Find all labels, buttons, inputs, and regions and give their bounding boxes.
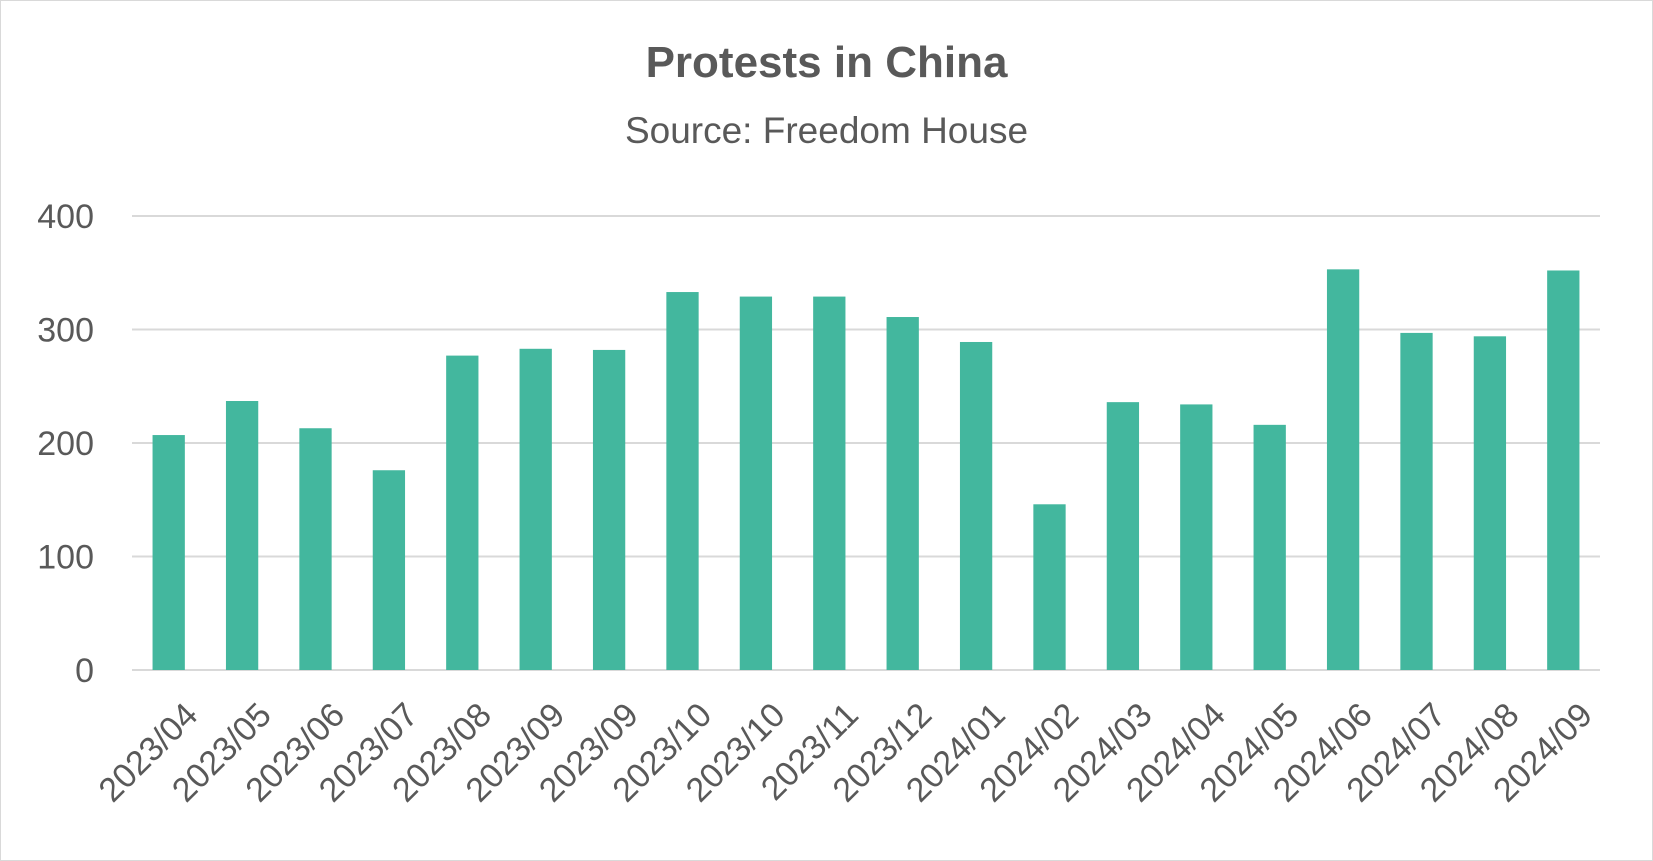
bar (1400, 332, 1433, 670)
bar (1473, 336, 1507, 670)
bar (1253, 424, 1286, 670)
y-tick-label: 200 (37, 425, 94, 463)
bar (372, 470, 406, 670)
chart-subtitle: Source: Freedom House (624, 110, 1029, 151)
bar (225, 401, 259, 670)
bar (299, 428, 332, 670)
y-tick-label: 400 (37, 198, 94, 236)
bar (1326, 269, 1360, 670)
bar (446, 355, 479, 670)
bar (1033, 504, 1066, 670)
y-tick-label: 0 (75, 652, 94, 690)
bar (1106, 402, 1140, 670)
bar (1180, 404, 1213, 670)
bar (739, 296, 773, 670)
bar (886, 317, 919, 670)
bar (813, 296, 846, 670)
bar (519, 348, 552, 670)
bar (959, 341, 993, 670)
chart-title: Protests in China (645, 38, 1008, 87)
bar (152, 435, 185, 670)
y-tick-label: 300 (37, 312, 94, 350)
bar (592, 349, 626, 670)
y-tick-label: 100 (37, 539, 94, 577)
bar (1547, 270, 1580, 670)
bar (666, 292, 699, 670)
